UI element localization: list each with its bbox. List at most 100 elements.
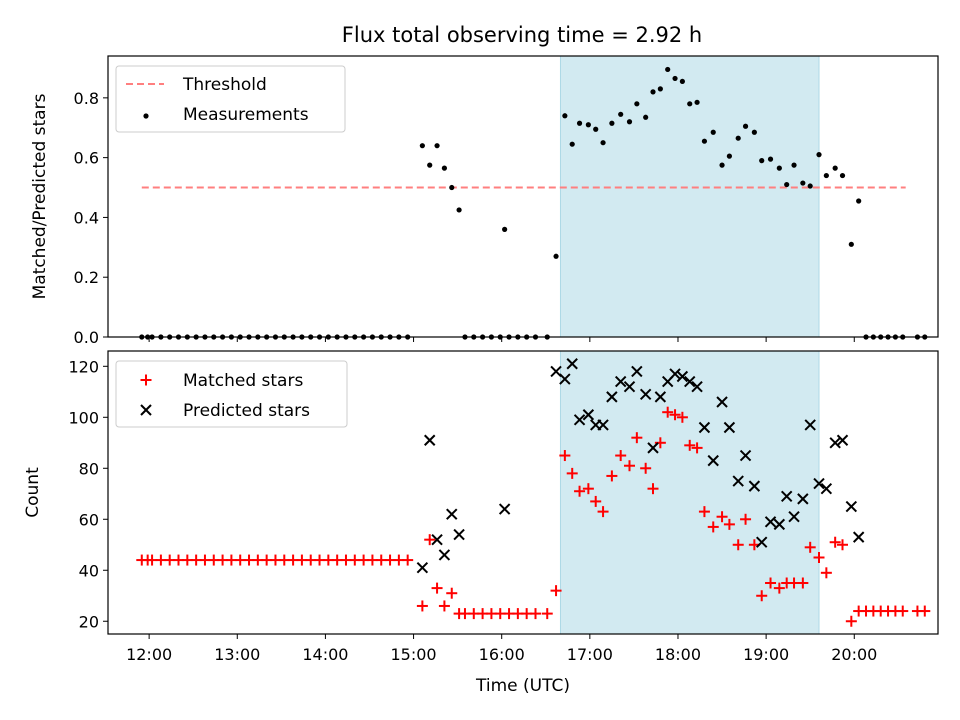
top-axes-frame [107,55,939,338]
x-tick-label: 15:00 [391,645,437,664]
measurement-point [553,253,559,259]
measurement-point [449,184,455,191]
matched-point [424,534,436,546]
bottom-legend-box [115,360,348,428]
top-observing-window [559,55,820,338]
measurement-point [823,172,829,179]
predicted-point [573,414,586,426]
measurement-point [791,162,797,168]
matched-point [640,462,652,474]
predicted-point [716,396,728,408]
predicted-point [424,434,436,446]
matched-point [740,513,752,525]
matched-point [765,577,777,589]
measurement-point [502,226,508,232]
predicted-point [582,409,595,421]
x-tick-label: 14:00 [302,645,348,664]
measurement-point [832,165,838,171]
matched-point [590,495,602,507]
predicted-point [676,370,689,383]
measurement-point [742,123,749,129]
matched-point [446,587,458,599]
measurement-point [751,129,757,135]
measurement-point [657,86,663,92]
bottom-y-tick-label: 40 [79,561,99,580]
matched-point [624,460,636,472]
measurement-point [767,156,774,162]
predicted-point [820,482,833,495]
measurement-point [562,113,568,119]
predicted-point [647,442,659,454]
top-y-tick-label: 0.4 [74,208,99,227]
matched-point [529,608,541,620]
matched-point [654,437,666,449]
bottom-observing-window [559,350,820,635]
matched-point [716,511,728,523]
measurement-point [576,120,583,126]
bottom-panel: 20 40 60 80 100 120 12:00 13:00 14:00 15:00 16:00 1… [23,350,939,696]
predicted-point [829,437,841,449]
matched-point [684,439,696,451]
matched-point [797,577,809,589]
predicted-point [639,388,652,401]
matched-point [837,539,849,551]
predicted-point [438,549,451,561]
predicted-point [723,421,736,434]
measurement-point [427,162,433,168]
bottom-y-axis-label: Count [23,467,43,518]
legend-predicted-label: Predicted stars [183,401,310,421]
predicted-point [845,500,858,513]
matched-point [431,582,443,594]
x-tick-label: 20:00 [831,645,877,664]
matched-point [416,600,428,612]
measurement-point [585,122,591,128]
x-tick-label: 13:00 [214,645,260,664]
matched-point [804,541,816,553]
measurement-point [665,66,671,73]
predicted-point [606,391,618,403]
top-legend: Threshold Measurements [115,65,346,133]
matched-point [756,590,768,602]
measurement-point [434,143,440,149]
x-tick-label: 17:00 [567,645,613,664]
matched-point [597,506,609,518]
predicted-point [756,536,768,548]
predicted-point [739,449,752,462]
predicted-point [773,518,786,531]
matched-point [550,585,562,597]
measurement-point [839,172,846,179]
predicted-point [684,375,696,388]
measurement-point [694,99,700,105]
bottom-axes-frame [107,350,939,635]
matched-point [647,483,659,495]
x-tick-label: 16:00 [479,645,525,664]
measurement-point [816,152,822,158]
matched-point [541,608,553,620]
measurement-point [784,181,790,188]
bottom-y-tick-label: 80 [79,459,99,478]
x-tick-label: 12:00 [126,645,172,664]
measurement-point [726,153,732,159]
matched-point [140,374,152,386]
predicted-point [623,380,636,393]
measurement-point [687,101,693,107]
predicted-point [732,475,744,487]
predicted-point [691,380,703,393]
measurement-point [441,165,448,171]
predicted-point [813,477,825,490]
bottom-y-tick-label: 20 [79,612,99,631]
matched-point [566,467,578,479]
predicted-point [566,358,578,370]
predicted-point [431,533,443,546]
measurement-point [856,198,862,204]
top-y-tick-label: 0.0 [74,328,99,347]
predicted-point [788,511,800,523]
matched-point [897,605,909,617]
top-y-tick-label: 0.6 [74,149,99,168]
matched-point [574,485,586,497]
predicted-point [698,421,711,434]
legend-measurement-label: Measurements [183,105,309,125]
bottom-y-tick-label: 60 [79,510,99,529]
measurement-point [643,114,649,120]
